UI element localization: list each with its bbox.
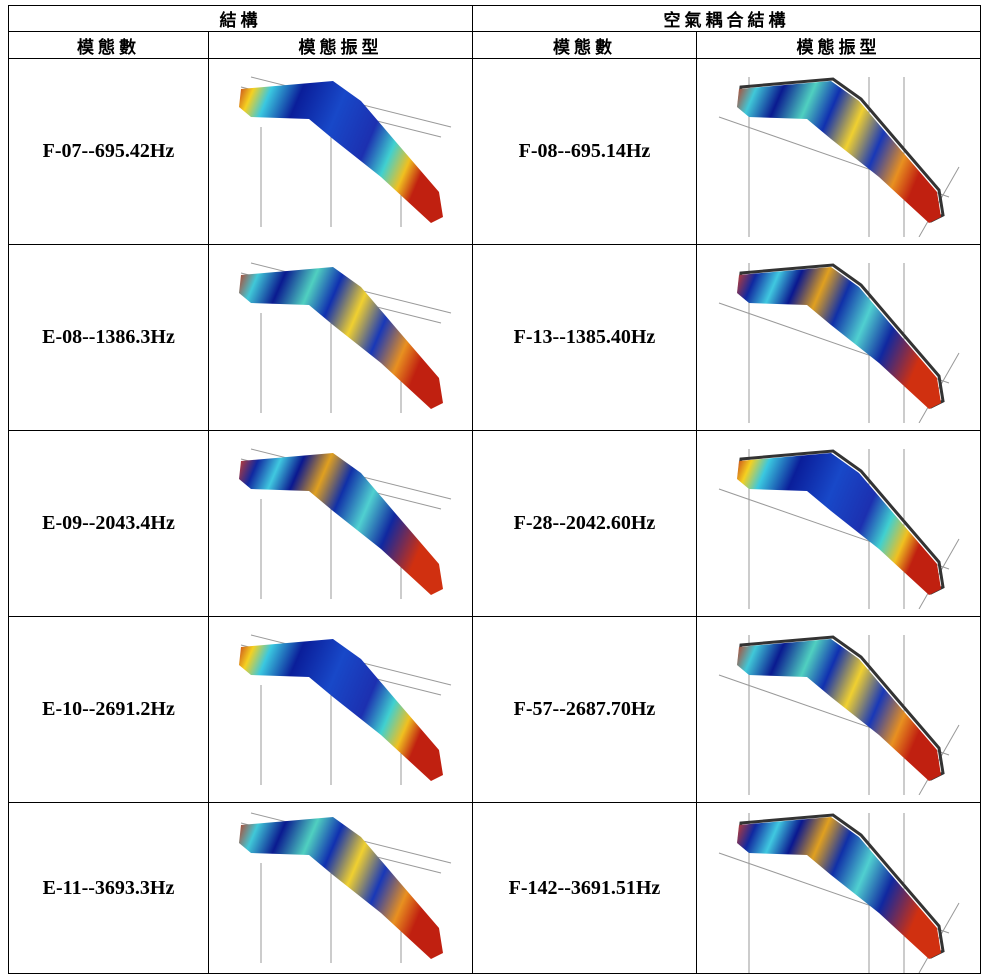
table-row: E-11--3693.3Hz F-142--3691.51Hz — [9, 803, 981, 974]
mode-label: F-57--2687.70Hz — [473, 617, 697, 803]
mode-shape-image — [709, 803, 969, 973]
mode-table: 結構 空氣耦合結構 模態數 模態振型 模態數 模態振型 F-07--695.42… — [8, 5, 981, 974]
image-cell — [697, 431, 981, 617]
mode-shape-image — [221, 625, 461, 795]
mode-shape-image — [221, 67, 461, 237]
mode-shape — [737, 817, 941, 959]
column-header: 模態數 — [473, 32, 697, 59]
image-cell — [209, 245, 473, 431]
mode-label: F-07--695.42Hz — [9, 59, 209, 245]
table-row: E-08--1386.3Hz F-13--1385.40Hz — [9, 245, 981, 431]
mode-label: F-28--2042.60Hz — [473, 431, 697, 617]
table-row: E-09--2043.4Hz F-28--2042.60Hz — [9, 431, 981, 617]
mode-shape — [239, 453, 443, 595]
group-header: 結構 — [9, 6, 473, 32]
mode-label: E-11--3693.3Hz — [9, 803, 209, 974]
mode-shape — [737, 639, 941, 781]
image-cell — [209, 59, 473, 245]
mode-label: F-142--3691.51Hz — [473, 803, 697, 974]
mode-shape — [737, 81, 941, 223]
mode-label: E-10--2691.2Hz — [9, 617, 209, 803]
mode-label: F-13--1385.40Hz — [473, 245, 697, 431]
mode-shape — [239, 267, 443, 409]
image-cell — [697, 617, 981, 803]
mode-label: E-09--2043.4Hz — [9, 431, 209, 617]
mode-shape-image — [709, 625, 969, 795]
mode-shape-image — [709, 67, 969, 237]
image-cell — [697, 59, 981, 245]
mode-shape — [239, 81, 443, 223]
column-header: 模態振型 — [209, 32, 473, 59]
image-cell — [697, 803, 981, 974]
mode-shape-image — [709, 439, 969, 609]
mode-shape-image — [709, 253, 969, 423]
mode-shape — [737, 453, 941, 595]
mode-shape — [737, 267, 941, 409]
table-row: E-10--2691.2Hz F-57--2687.70Hz — [9, 617, 981, 803]
mode-label: E-08--1386.3Hz — [9, 245, 209, 431]
page: {"header": {"groups": ["結構", "空氣耦合結構"], … — [0, 0, 988, 971]
image-cell — [209, 431, 473, 617]
mode-shape — [239, 639, 443, 781]
mode-label: F-08--695.14Hz — [473, 59, 697, 245]
group-header: 空氣耦合結構 — [473, 6, 981, 32]
image-cell — [209, 617, 473, 803]
mode-shape-image — [221, 803, 461, 973]
image-cell — [209, 803, 473, 974]
column-header: 模態振型 — [697, 32, 981, 59]
mode-shape-image — [221, 253, 461, 423]
column-header: 模態數 — [9, 32, 209, 59]
mode-shape-image — [221, 439, 461, 609]
image-cell — [697, 245, 981, 431]
mode-shape — [239, 817, 443, 959]
table-row: F-07--695.42Hz F-08--695.14Hz — [9, 59, 981, 245]
